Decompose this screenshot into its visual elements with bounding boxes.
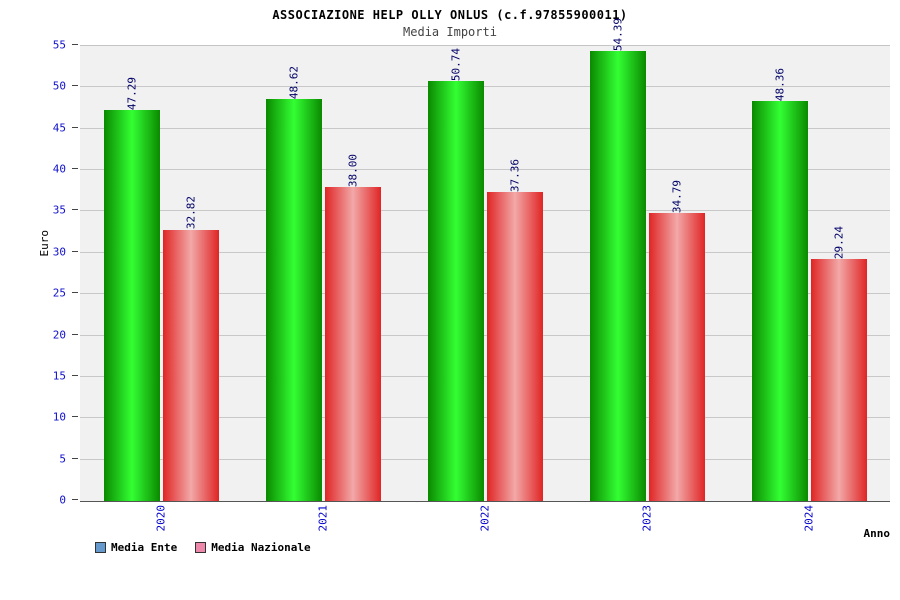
legend-marker bbox=[195, 542, 207, 553]
bar-media-nazionale: 32.82 bbox=[162, 196, 219, 501]
bar-group-2023: 54.39 34.79 bbox=[589, 18, 705, 501]
bar-value-label: 37.36 bbox=[508, 158, 521, 192]
gridline bbox=[80, 210, 890, 212]
bar-group-2020: 47.29 32.82 bbox=[103, 46, 219, 501]
y-axis: 0 5 10 15 20 25 30 35 40 45 50 55 bbox=[0, 39, 80, 507]
gridline bbox=[80, 375, 890, 377]
y-tick-mark bbox=[72, 209, 78, 211]
bar-media-nazionale: 34.79 bbox=[648, 180, 705, 501]
bar-media-ente: 48.62 bbox=[265, 66, 322, 501]
x-tick-label: 2022 bbox=[478, 505, 492, 532]
x-tick-label: 2021 bbox=[316, 505, 330, 532]
bar-group-2024: 48.36 29.24 bbox=[751, 46, 867, 501]
y-tick-label: 20 bbox=[52, 328, 66, 342]
y-tick-label: 15 bbox=[52, 369, 66, 383]
bar-group-2021: 48.62 38.00 bbox=[265, 46, 381, 501]
y-tick-label: 25 bbox=[52, 286, 66, 300]
y-tick-mark bbox=[72, 374, 78, 376]
y-tick-mark bbox=[72, 168, 78, 170]
y-tick-mark bbox=[72, 499, 78, 500]
gridline bbox=[80, 127, 890, 129]
y-tick-mark bbox=[72, 250, 78, 252]
y-tick-mark bbox=[72, 292, 78, 294]
bar-media-nazionale: 29.24 bbox=[810, 226, 867, 501]
bar-media-ente: 54.39 bbox=[589, 18, 646, 501]
gridline bbox=[80, 86, 890, 88]
bar-value-label: 29.24 bbox=[832, 225, 845, 260]
gridline bbox=[80, 458, 890, 460]
y-tick-label: 30 bbox=[52, 245, 66, 259]
bar-media-ente: 48.36 bbox=[751, 68, 808, 501]
legend-label: Media Ente bbox=[111, 541, 178, 554]
plot-area: 47.29 32.82 48.62 38.00 50.74 37.36 54.39 34.79… bbox=[80, 18, 890, 502]
bar-value-label: 54.39 bbox=[611, 17, 624, 52]
legend-label: Media Nazionale bbox=[211, 541, 311, 554]
y-tick-label: 0 bbox=[59, 493, 66, 507]
y-tick-mark bbox=[72, 333, 78, 335]
bar-value-label: 50.74 bbox=[449, 48, 462, 82]
x-tick-label: 2023 bbox=[640, 505, 654, 532]
y-tick-label: 45 bbox=[52, 121, 66, 135]
y-tick-label: 50 bbox=[52, 79, 66, 93]
chart-subtitle: Media Importi bbox=[403, 25, 497, 39]
bar-value-label: 38.00 bbox=[346, 153, 359, 187]
y-tick-label: 35 bbox=[52, 203, 66, 217]
bar-value-label: 32.82 bbox=[184, 196, 197, 230]
gridline bbox=[80, 417, 890, 419]
y-tick-label: 5 bbox=[59, 452, 66, 466]
y-axis-title: Euro bbox=[38, 230, 51, 257]
x-tick-label: 2024 bbox=[802, 505, 816, 532]
y-tick-mark bbox=[72, 416, 78, 418]
legend-item-media-ente: Media Ente bbox=[95, 541, 177, 554]
y-tick-label: 10 bbox=[52, 410, 66, 424]
y-tick-mark bbox=[72, 457, 78, 459]
y-tick-mark bbox=[72, 126, 78, 128]
chart-title: ASSOCIAZIONE HELP OLLY ONLUS (c.f.978559… bbox=[272, 8, 628, 22]
x-axis-title: Anno bbox=[863, 527, 891, 540]
bar-media-ente: 50.74 bbox=[427, 48, 484, 501]
bar-value-label: 48.36 bbox=[773, 67, 786, 101]
y-tick-label: 40 bbox=[52, 162, 66, 176]
legend: Media Ente Media Nazionale bbox=[95, 541, 311, 554]
gridline bbox=[80, 169, 890, 171]
y-tick-mark bbox=[72, 44, 78, 45]
bar-media-nazionale: 37.36 bbox=[486, 159, 543, 501]
x-tick-label: 2020 bbox=[154, 505, 168, 532]
bar-value-label: 47.29 bbox=[125, 76, 138, 110]
bar-media-nazionale: 38.00 bbox=[324, 154, 381, 501]
bar-media-ente: 47.29 bbox=[103, 77, 160, 501]
x-axis: 2020 2021 2022 2023 2024 bbox=[80, 501, 890, 543]
legend-item-media-nazionale: Media Nazionale bbox=[195, 541, 311, 554]
gridline bbox=[80, 293, 890, 295]
bar-group-2022: 50.74 37.36 bbox=[427, 46, 543, 501]
legend-marker bbox=[95, 542, 106, 553]
y-tick-mark bbox=[72, 85, 78, 87]
bar-value-label: 48.62 bbox=[287, 65, 300, 99]
gridline bbox=[80, 251, 890, 253]
gridline bbox=[80, 334, 890, 336]
y-tick-label: 55 bbox=[52, 38, 66, 52]
bar-value-label: 34.79 bbox=[670, 180, 683, 214]
